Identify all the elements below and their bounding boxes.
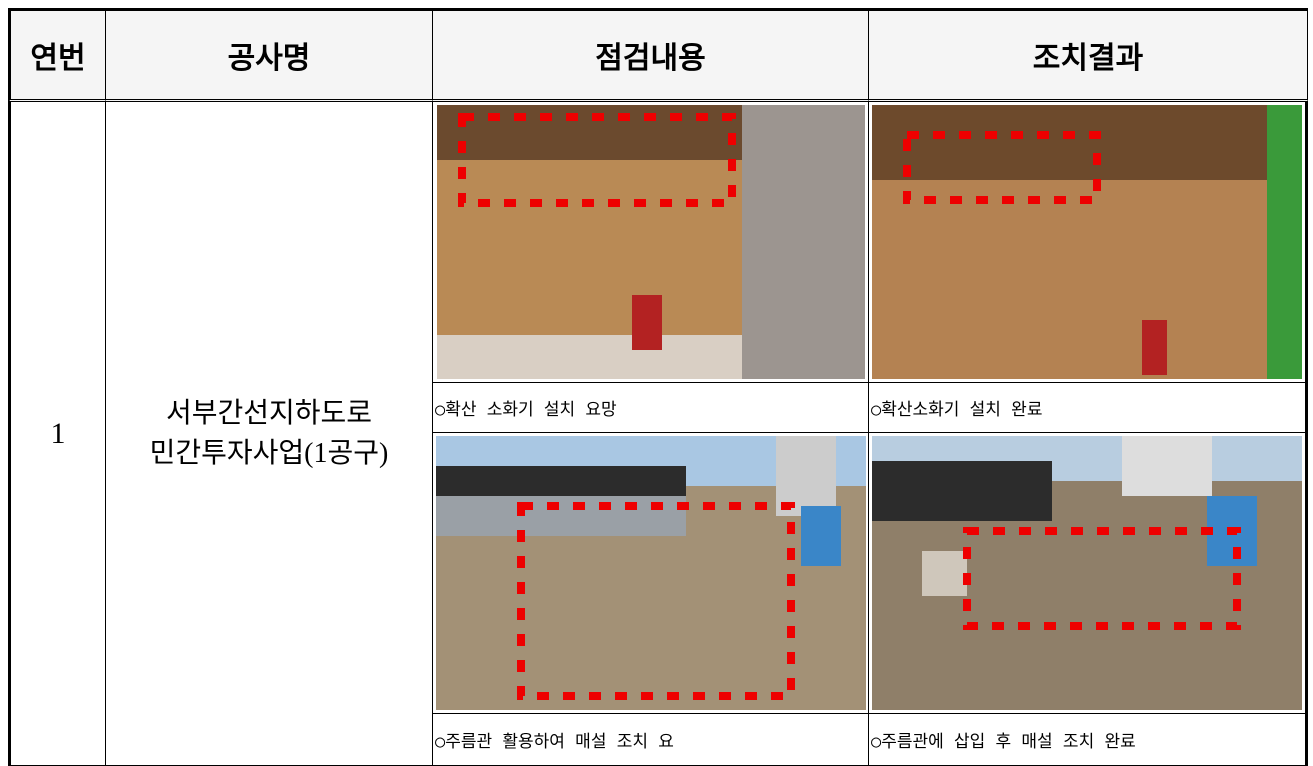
caption: ○확산소화기 설치 완료	[868, 382, 1308, 433]
photo-cell	[432, 432, 869, 714]
caption: ○주름관 활용하여 매설 조치 요	[432, 713, 869, 766]
project-line: 서부간선지하도로	[165, 397, 373, 429]
header-cell: 공사명	[105, 8, 433, 102]
photo-cell	[868, 432, 1308, 714]
photo	[436, 105, 865, 379]
photo	[435, 436, 866, 710]
photo	[872, 436, 1302, 710]
photo-cell	[868, 101, 1308, 383]
photo-cell	[432, 101, 869, 383]
header-cell: 조치결과	[868, 8, 1308, 102]
project-line: 민간투자사업(1공구)	[149, 437, 389, 469]
header-cell: 연번	[8, 8, 106, 102]
caption: ○주름관에 삽입 후 매설 조치 완료	[868, 713, 1308, 766]
row-number: 1	[8, 101, 106, 766]
caption: ○확산 소화기 설치 요망	[432, 382, 869, 433]
photo	[872, 105, 1302, 379]
project-cell: 서부간선지하도로 민간투자사업(1공구)	[105, 101, 433, 766]
header-cell: 점검내용	[432, 8, 869, 102]
